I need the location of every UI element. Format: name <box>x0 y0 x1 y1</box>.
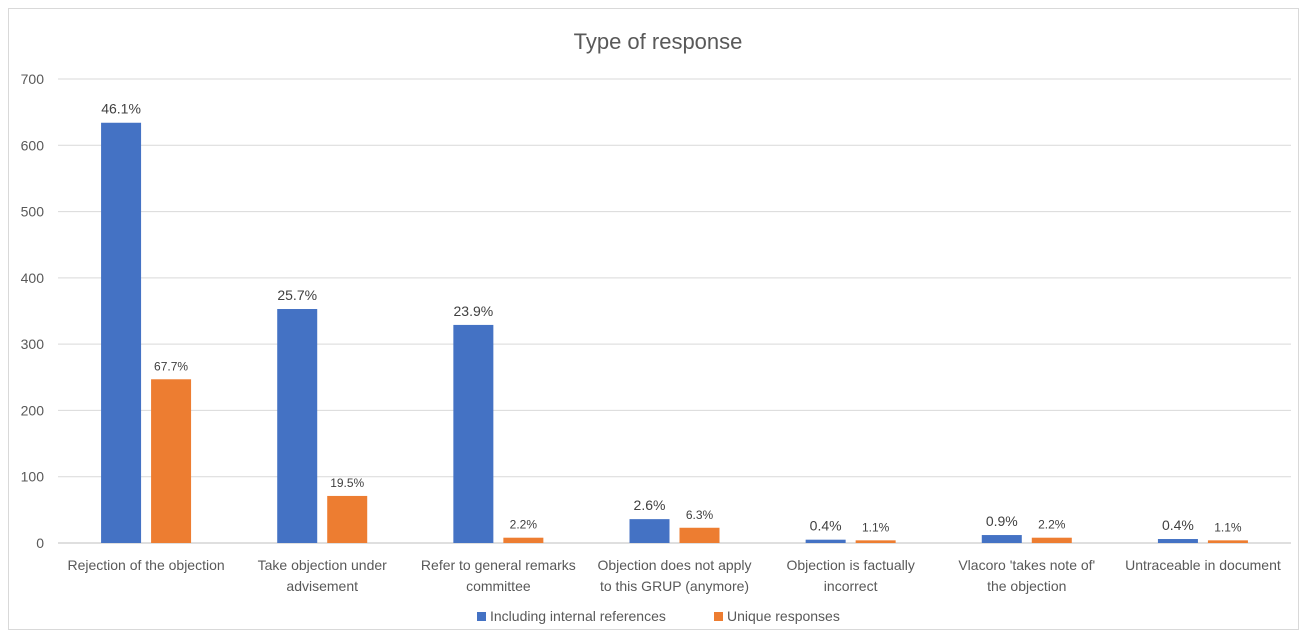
data-label: 0.9% <box>986 513 1018 529</box>
data-label: 25.7% <box>277 287 317 303</box>
x-category-label: the objection <box>987 578 1066 594</box>
y-tick-label: 200 <box>21 402 45 418</box>
gridlines <box>58 78 1291 544</box>
bar-including-internal <box>1157 539 1198 543</box>
y-tick-label: 0 <box>36 535 44 551</box>
data-label: 1.1% <box>862 520 890 534</box>
data-label: 2.6% <box>634 497 666 513</box>
legend-label: Unique responses <box>727 608 840 624</box>
data-label: 1.1% <box>1214 520 1242 534</box>
x-category-label: Take objection under <box>258 557 388 573</box>
y-tick-label: 500 <box>21 204 45 220</box>
x-category-label: advisement <box>286 578 358 594</box>
x-category-label: Rejection of the objection <box>67 557 224 573</box>
legend: Including internal references Unique resp… <box>477 608 840 624</box>
y-tick-label: 700 <box>21 71 45 87</box>
y-tick-label: 600 <box>21 137 45 153</box>
data-label: 0.4% <box>1162 517 1194 533</box>
x-category-label: Objection is factually <box>786 557 914 573</box>
y-tick-label: 400 <box>21 270 45 286</box>
y-tick-label: 100 <box>21 469 45 485</box>
bar-unique <box>327 495 368 543</box>
x-axis-categories: Rejection of the objection Take objection… <box>67 557 1280 594</box>
bar-including-internal <box>629 519 670 543</box>
bars <box>101 122 1248 544</box>
data-label: 2.2% <box>1038 518 1066 532</box>
bar-unique <box>855 540 896 543</box>
data-label: 6.3% <box>686 508 714 522</box>
bar-unique <box>1031 537 1072 543</box>
x-category-label: committee <box>466 578 531 594</box>
bar-unique <box>1207 540 1248 543</box>
bar-unique <box>503 537 544 543</box>
data-label: 19.5% <box>330 476 364 490</box>
x-category-label: Objection does not apply <box>597 557 751 573</box>
data-label: 46.1% <box>101 101 141 117</box>
data-label: 0.4% <box>810 518 842 534</box>
bar-including-internal <box>981 535 1022 543</box>
bar-unique <box>679 527 720 543</box>
data-labels: 46.1% 67.7% 25.7% 19.5% 23.9% 2.2% 2.6% 6.3% 0.4… <box>101 101 1242 535</box>
x-category-label: incorrect <box>824 578 878 594</box>
bar-including-internal <box>453 324 494 543</box>
data-label: 2.2% <box>510 518 538 532</box>
bar-including-internal <box>805 539 846 543</box>
x-category-label: Untraceable in document <box>1125 557 1281 573</box>
bar-unique <box>151 379 192 543</box>
y-tick-label: 300 <box>21 336 45 352</box>
x-category-label: to this GRUP (anymore) <box>600 578 749 594</box>
y-axis-ticks: 0 100 200 300 400 500 600 700 <box>21 71 45 551</box>
legend-label: Including internal references <box>490 608 666 624</box>
legend-swatch <box>714 612 723 621</box>
x-category-label: Refer to general remarks <box>421 557 576 573</box>
chart-title: Type of response <box>574 29 743 54</box>
data-label: 23.9% <box>454 303 494 319</box>
x-category-label: Vlacoro 'takes note of' <box>958 557 1095 573</box>
data-label: 67.7% <box>154 359 188 373</box>
legend-swatch <box>477 612 486 621</box>
bar-including-internal <box>277 309 318 543</box>
bar-including-internal <box>101 122 142 544</box>
